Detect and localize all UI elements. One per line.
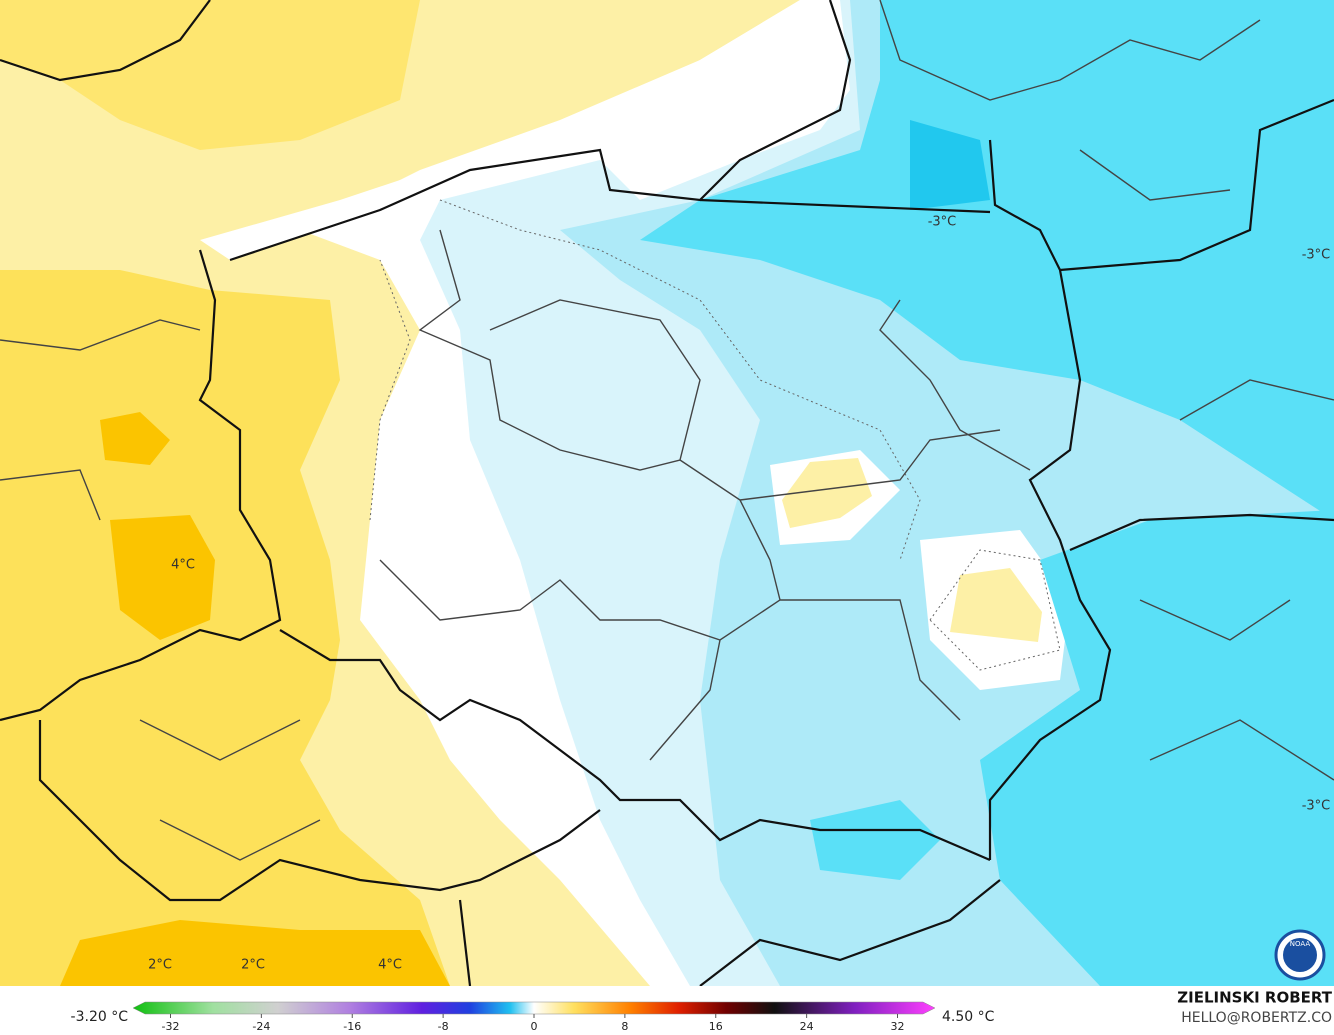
colorbar-tick-label: 24 — [800, 1020, 814, 1033]
region-border — [0, 0, 1334, 861]
region-border — [379, 229, 1031, 761]
contour — [929, 549, 1061, 671]
warm-area — [0, 0, 420, 150]
border — [0, 249, 282, 722]
contour-label: -3°C — [1302, 799, 1331, 814]
coastline — [0, 0, 211, 82]
coastline — [229, 0, 852, 262]
border — [279, 629, 991, 862]
credit-email: HELLO@ROBERTZ.CO — [1181, 1010, 1332, 1026]
colorbar-tick-label: 16 — [709, 1020, 723, 1033]
colorbar-min-label: -3.20 °C — [71, 1009, 129, 1025]
warm-spot — [782, 458, 872, 528]
cold-core — [810, 800, 940, 880]
border — [1069, 513, 1334, 552]
cold-core — [640, 0, 1334, 520]
colorbar-ticks: -32 -24 -16 -8 0 8 16 24 32 — [162, 1014, 905, 1033]
colorbar-tick-label: 8 — [621, 1020, 628, 1033]
warm-core — [100, 412, 170, 465]
logo-inner — [1283, 938, 1317, 972]
colorbar-tick-label: -32 — [162, 1020, 180, 1033]
border — [1059, 98, 1334, 272]
colorbar-tick-label: 0 — [531, 1020, 538, 1033]
border — [988, 139, 1112, 860]
cold-core — [910, 120, 990, 210]
map: -3°C -3°C -3°C 4°C 2°C 2°C 4°C NOAA — [0, 0, 1334, 986]
contour-label: -3°C — [928, 215, 957, 230]
contour-label: 4°C — [171, 558, 195, 573]
logo-text: NOAA — [1290, 940, 1311, 948]
sea — [200, 0, 850, 260]
contour — [439, 199, 921, 561]
contour-label: 2°C — [241, 958, 265, 973]
contour-label: 4°C — [378, 958, 402, 973]
border — [38, 720, 601, 902]
colorbar-tick-label: -24 — [252, 1020, 270, 1033]
contour — [369, 259, 411, 521]
credit-name: ZIELINSKI ROBERT — [1177, 989, 1332, 1007]
warm-spot — [950, 568, 1042, 642]
border — [699, 198, 991, 214]
colorbar-max-label: 4.50 °C — [942, 1009, 995, 1025]
warm-core — [110, 515, 215, 640]
contour-label: 2°C — [148, 958, 172, 973]
border — [458, 879, 1001, 986]
warm-core — [60, 920, 450, 986]
contour-label: -3°C — [1302, 248, 1331, 263]
colorbar — [132, 1001, 936, 1015]
colorbar-tick-label: 32 — [891, 1020, 905, 1033]
colorbar-tick-label: -16 — [343, 1020, 361, 1033]
colorbar-tick-label: -8 — [438, 1020, 449, 1033]
